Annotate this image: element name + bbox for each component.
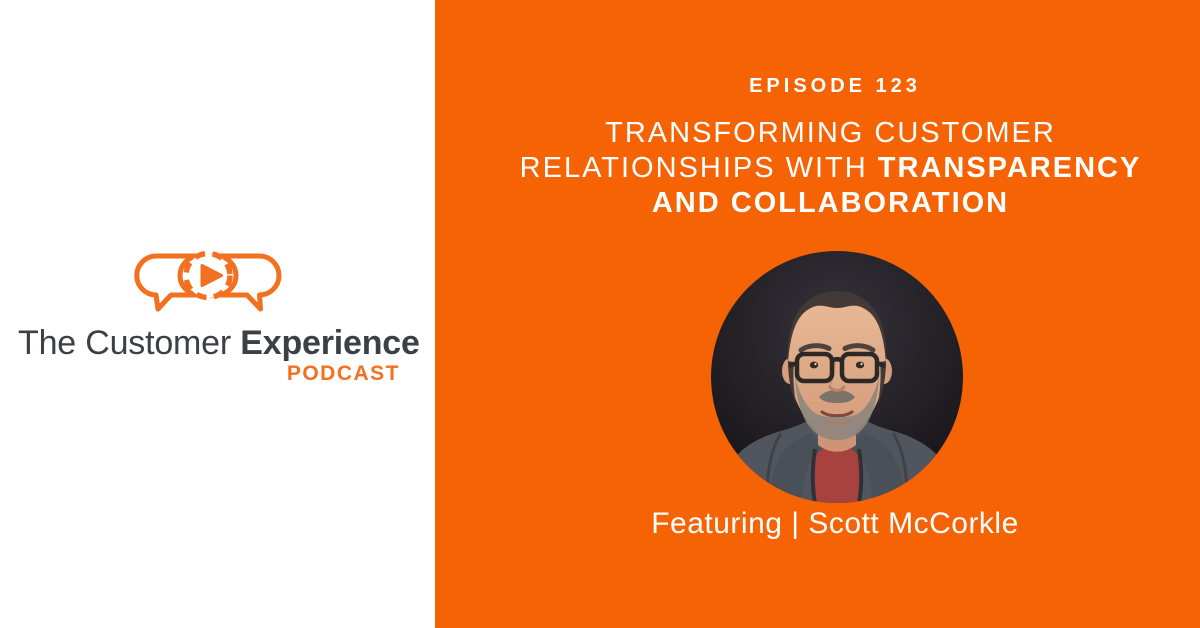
title-line-3-bold: AND COLLABORATION (651, 187, 1010, 219)
guest-photo (711, 251, 963, 503)
guest-portrait-illustration (711, 251, 963, 503)
episode-panel: EPISODE 123 TRANSFORMING CUSTOMER RELATI… (435, 0, 1200, 628)
brand-subtitle: PODCAST (286, 362, 400, 385)
featuring-guest-name: Featuring | Scott McCorkle (651, 507, 1019, 540)
brand-panel: The Customer Experience PODCAST (0, 0, 435, 628)
speech-bubbles-play-icon (134, 250, 282, 312)
episode-title: TRANSFORMING CUSTOMER RELATIONSHIPS WITH… (465, 116, 1196, 221)
title-line-2-regular: RELATIONSHIPS WITH (519, 152, 878, 184)
brand-wordmark: The Customer Experience (18, 323, 420, 363)
title-line-2-bold: TRANSPARENCY (877, 152, 1142, 184)
brand-name-regular: The Customer (18, 324, 241, 362)
episode-number: EPISODE 123 (749, 75, 921, 97)
brand-name-bold: Experience (240, 324, 420, 362)
title-line-1: TRANSFORMING CUSTOMER (605, 117, 1056, 149)
